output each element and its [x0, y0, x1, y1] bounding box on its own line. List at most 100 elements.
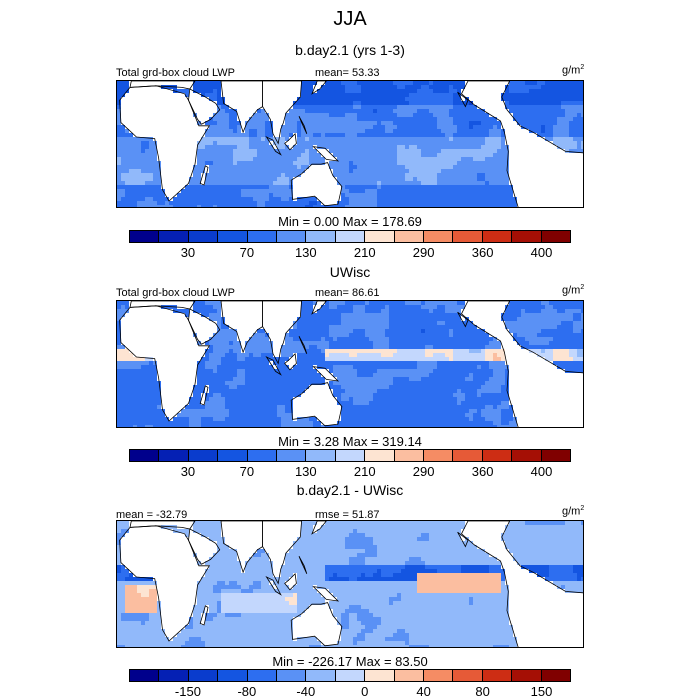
map-grid-cell	[237, 129, 241, 133]
map-grid-cell	[145, 313, 149, 317]
map-grid-cell	[525, 321, 529, 325]
map-grid-cell	[401, 141, 405, 145]
map-grid-cell	[525, 157, 529, 161]
map-grid-cell	[465, 201, 469, 205]
map-grid-cell	[365, 333, 369, 337]
map-grid-cell	[509, 101, 513, 105]
map-grid-cell	[365, 181, 369, 185]
map-grid-cell	[177, 169, 181, 173]
map-grid-cell	[441, 201, 445, 205]
map-grid-cell	[441, 133, 445, 137]
map-grid-cell	[533, 185, 537, 189]
map-grid-cell	[545, 101, 549, 105]
map-grid-cell	[477, 301, 481, 305]
map-grid-cell	[449, 97, 453, 101]
map-grid-cell	[469, 165, 473, 169]
map-grid-cell	[377, 305, 381, 309]
map-grid-cell	[249, 85, 253, 89]
map-grid-cell	[425, 125, 429, 129]
map-grid-cell	[529, 185, 533, 189]
map-grid-cell	[457, 189, 461, 193]
map-grid-cell	[417, 317, 421, 321]
map-grid-cell	[121, 137, 125, 141]
map-grid-cell	[521, 169, 525, 173]
map-grid-cell	[153, 121, 157, 125]
map-grid-cell	[389, 189, 393, 193]
map-grid-cell	[361, 129, 365, 133]
map-grid-cell	[301, 113, 305, 117]
map-grid-cell	[233, 185, 237, 189]
map-grid-cell	[429, 141, 433, 145]
map-grid-cell	[217, 173, 221, 177]
map-grid-cell	[413, 317, 417, 321]
map-grid-cell	[581, 197, 583, 201]
map-grid-cell	[249, 129, 253, 133]
map-grid-cell	[257, 193, 261, 197]
map-grid-cell	[233, 161, 237, 165]
map-grid-cell	[385, 325, 389, 329]
map-grid-cell	[253, 193, 257, 197]
map-grid-cell	[577, 137, 581, 141]
map-grid-cell	[253, 197, 257, 201]
map-grid-cell	[245, 329, 249, 333]
map-grid-cell	[497, 309, 501, 313]
map-grid-cell	[157, 89, 161, 93]
map-grid-cell	[253, 141, 257, 145]
map-grid-cell	[169, 201, 173, 205]
map-grid-cell	[253, 321, 257, 325]
map-grid-cell	[453, 121, 457, 125]
map-grid-cell	[121, 341, 125, 345]
map-grid-cell	[385, 201, 389, 205]
map-grid-cell	[537, 121, 541, 125]
map-grid-cell	[373, 337, 377, 341]
map-grid-cell	[157, 341, 161, 345]
map-grid-cell	[193, 141, 197, 145]
map-grid-cell	[253, 133, 257, 137]
map-grid-cell	[161, 129, 165, 133]
map-grid-cell	[325, 129, 329, 133]
map-grid-cell	[161, 85, 165, 89]
map-grid-cell	[165, 309, 169, 313]
map-grid-cell	[557, 201, 561, 205]
map-grid-cell	[421, 321, 425, 325]
map-grid-cell	[321, 133, 325, 137]
map-grid-cell	[257, 169, 261, 173]
map-grid-cell	[433, 145, 437, 149]
map-grid-cell	[577, 129, 581, 133]
map-grid-cell	[353, 205, 357, 207]
map-grid-cell	[225, 129, 229, 133]
map-grid-cell	[437, 301, 441, 305]
map-grid-cell	[225, 81, 229, 85]
map-grid-cell	[229, 309, 233, 313]
map-grid-cell	[173, 133, 177, 137]
map-grid-cell	[253, 181, 257, 185]
map-grid-cell	[433, 97, 437, 101]
map-grid-cell	[409, 161, 413, 165]
map-grid-cell	[221, 341, 225, 345]
map-grid-cell	[385, 121, 389, 125]
map-grid-cell	[385, 321, 389, 325]
map-grid-cell	[553, 185, 557, 189]
map-grid-cell	[313, 105, 317, 109]
map-grid-cell	[117, 113, 121, 117]
map-grid-cell	[193, 121, 197, 125]
map-grid-cell	[385, 309, 389, 313]
map-grid-cell	[521, 117, 525, 121]
map-grid-cell	[569, 149, 573, 153]
map-grid-cell	[473, 197, 477, 201]
map-grid-cell	[229, 109, 233, 113]
map-grid-cell	[297, 85, 301, 89]
map-grid-cell	[285, 301, 289, 305]
map-grid-cell	[265, 121, 269, 125]
map-grid-cell	[361, 329, 365, 333]
map-grid-cell	[393, 333, 397, 337]
map-grid-cell	[413, 329, 417, 333]
map-grid-cell	[517, 337, 521, 341]
map-grid-cell	[581, 145, 583, 149]
map-grid-cell	[205, 93, 209, 97]
map-grid-cell	[481, 85, 485, 89]
map-grid-cell	[437, 193, 441, 197]
map-grid-cell	[393, 109, 397, 113]
map-grid-cell	[217, 101, 221, 105]
map-grid-cell	[477, 101, 481, 105]
